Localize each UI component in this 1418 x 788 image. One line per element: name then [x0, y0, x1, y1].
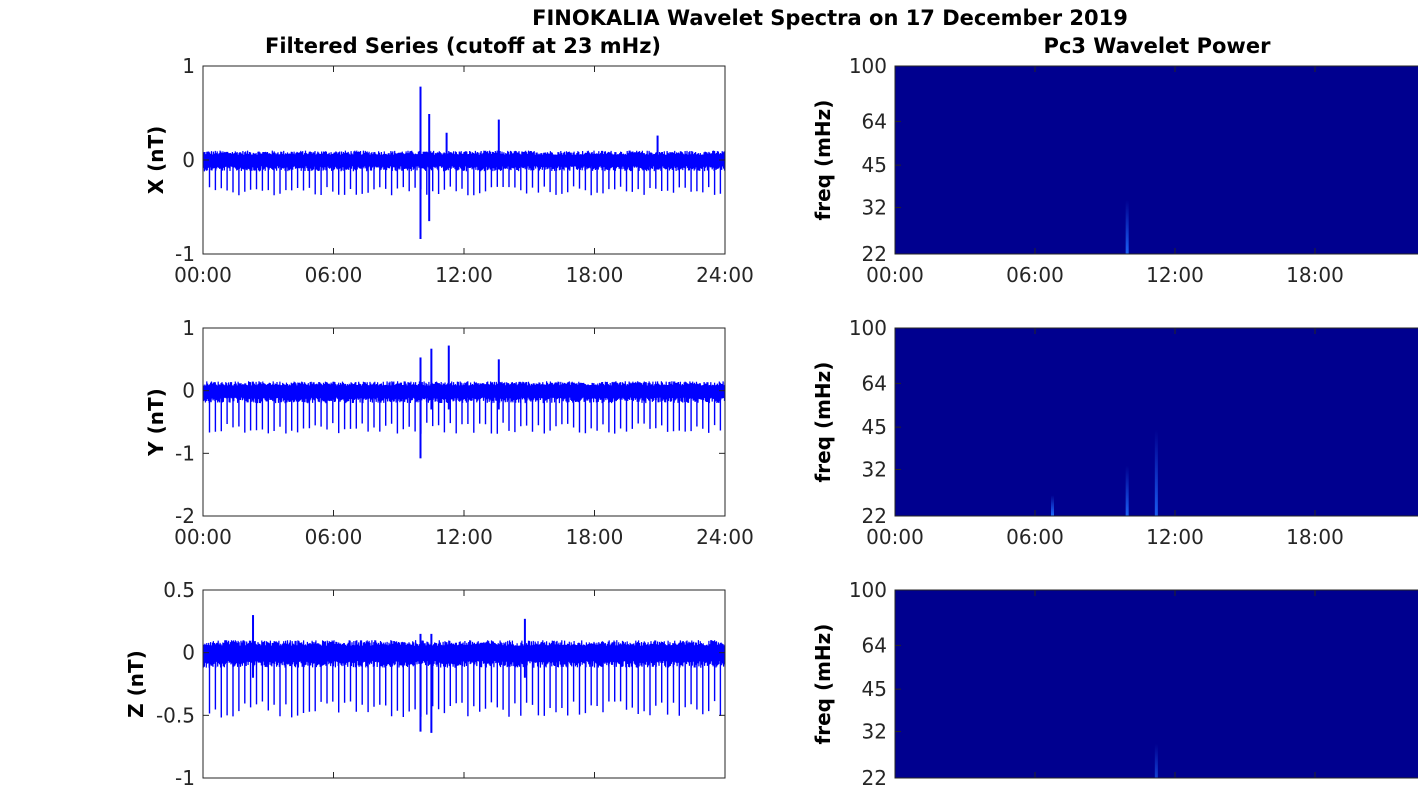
figure-title: FINOKALIA Wavelet Spectra on 17 December…	[532, 6, 1128, 30]
heatmap-area	[895, 590, 1418, 778]
ytick-label: 64	[862, 371, 887, 395]
ytick-label: 100	[849, 54, 887, 78]
power-streak-1	[1125, 199, 1129, 254]
panel-6: 100 64 45 32 22 freq (mHz)	[811, 578, 1418, 788]
xtick-label: 12:00	[435, 525, 493, 549]
panels: 10-100:00 06:00 12:00 18:00 24:00X (nT)10-1-…	[124, 54, 1418, 788]
series-dips	[208, 390, 722, 434]
heatmap-area	[895, 328, 1418, 516]
xtick-label: 18:00	[566, 263, 624, 287]
ytick-label: 22	[862, 504, 887, 528]
xtick-label: 12:00	[435, 263, 493, 287]
xtick-label: 18:00	[1286, 525, 1344, 549]
series-trace	[203, 150, 725, 172]
trace-area	[203, 345, 725, 459]
power-streak-1	[1154, 743, 1158, 778]
left-column-title: Filtered Series (cutoff at 23 mHz)	[265, 34, 661, 58]
trace-area	[203, 86, 725, 239]
xtick-label: 06:00	[1006, 525, 1064, 549]
trace-area	[203, 615, 725, 733]
ytick-label: 0	[182, 641, 195, 665]
right-column-title: Pc3 Wavelet Power	[1044, 34, 1272, 58]
ylabel: X (nT)	[144, 126, 168, 195]
ylabel: freq (mHz)	[811, 100, 835, 221]
panel-1: 1 0 -100:00 06:00 12:00 18:00 24:00 X (nT)	[144, 54, 754, 287]
ytick-label: 22	[862, 242, 887, 266]
ytick-label: 32	[862, 457, 887, 481]
power-streak-3	[1154, 429, 1158, 516]
ytick-label: 32	[862, 195, 887, 219]
axes-box	[202, 327, 726, 517]
power-streak-2	[1125, 465, 1129, 516]
panel-3: 0.5 0 -0.5 -1 Z (nT)	[124, 578, 726, 788]
ytick-label: 100	[849, 316, 887, 340]
ytick-label: 22	[862, 766, 887, 788]
xtick-label: 06:00	[1006, 263, 1064, 287]
xtick-label: 18:00	[1286, 263, 1344, 287]
ytick-label: 0.5	[163, 578, 195, 602]
heatmap-background	[895, 66, 1418, 254]
xtick-label: 12:00	[1146, 525, 1204, 549]
ytick-label: 0	[182, 148, 195, 172]
axes-box	[202, 589, 726, 779]
ytick-label: 45	[862, 153, 887, 177]
xtick-label: 12:00	[1146, 263, 1204, 287]
ylabel: Y (nT)	[144, 388, 168, 457]
xtick-label: 24:00	[696, 525, 754, 549]
series-dips	[208, 160, 722, 196]
ytick-label: 45	[862, 677, 887, 701]
xtick-label: 06:00	[305, 525, 363, 549]
ytick-label: -1	[175, 766, 195, 788]
ytick-label: 0	[182, 379, 195, 403]
ytick-label: 64	[862, 109, 887, 133]
panel-2: 1 0 -1 -200:00 06:00 12:00 18:00 24:00 Y (nT)	[144, 316, 754, 549]
ytick-label: -0.5	[156, 703, 195, 727]
ylabel: freq (mHz)	[811, 362, 835, 483]
ylabel: Z (nT)	[124, 650, 148, 718]
xtick-label: 18:00	[566, 525, 624, 549]
xtick-label: 00:00	[866, 525, 924, 549]
ytick-label: -1	[175, 441, 195, 465]
ylabel: freq (mHz)	[811, 624, 835, 745]
ytick-label: 32	[862, 719, 887, 743]
xtick-label: 00:00	[866, 263, 924, 287]
series-trace	[203, 381, 725, 404]
heatmap-area	[895, 66, 1418, 254]
ytick-label: -1	[175, 242, 195, 266]
ytick-label: 1	[182, 316, 195, 340]
series-trace	[203, 640, 725, 668]
ytick-label: -2	[175, 504, 195, 528]
xtick-label: 06:00	[305, 263, 363, 287]
power-streak-1	[1051, 495, 1054, 516]
ytick-label: 1	[182, 54, 195, 78]
xtick-label: 00:00	[174, 525, 232, 549]
series-dips	[208, 652, 722, 718]
xtick-label: 24:00	[696, 263, 754, 287]
xtick-label: 00:00	[174, 263, 232, 287]
ytick-label: 45	[862, 415, 887, 439]
ytick-label: 64	[862, 633, 887, 657]
ytick-label: 100	[849, 578, 887, 602]
